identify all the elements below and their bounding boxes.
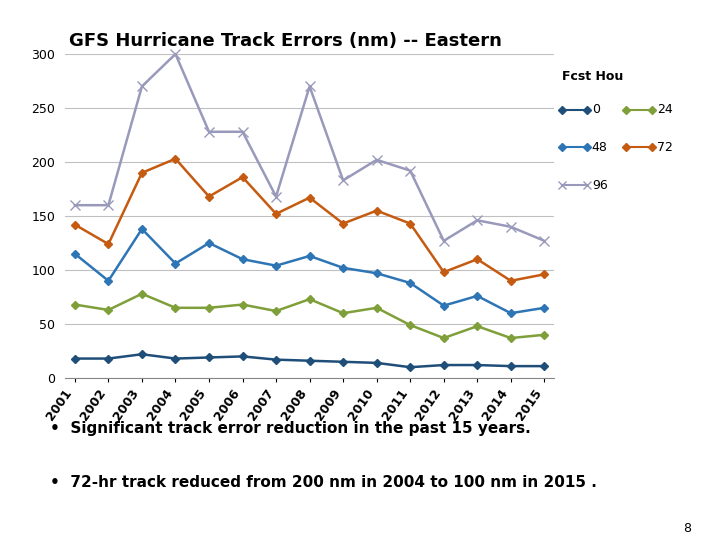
24: [439, 335, 448, 341]
96: [204, 129, 213, 135]
Text: •  Significant track error reduction in the past 15 years.: • Significant track error reduction in t…: [50, 421, 531, 436]
24: [406, 322, 415, 328]
Text: •  72-hr track reduced from 200 nm in 2004 to 100 nm in 2015 .: • 72-hr track reduced from 200 nm in 200…: [50, 475, 598, 490]
96: [171, 51, 180, 57]
0: [305, 357, 314, 364]
72: [506, 278, 515, 284]
48: [171, 260, 180, 267]
96: [104, 202, 113, 208]
48: [372, 270, 381, 276]
96: [339, 177, 348, 184]
0: [204, 354, 213, 361]
Line: 72: 72: [72, 156, 547, 284]
48: [473, 293, 482, 299]
72: [204, 193, 213, 200]
0: [339, 359, 348, 365]
Text: 24: 24: [657, 103, 672, 116]
Line: 96: 96: [70, 49, 549, 246]
24: [238, 301, 247, 308]
0: [238, 353, 247, 360]
96: [439, 238, 448, 244]
96: [271, 193, 280, 200]
0: [104, 355, 113, 362]
24: [171, 305, 180, 311]
96: [138, 83, 146, 90]
96: [305, 83, 314, 90]
48: [238, 256, 247, 262]
48: [71, 251, 79, 257]
0: [406, 364, 415, 370]
96: [71, 202, 79, 208]
96: [506, 224, 515, 230]
0: [439, 362, 448, 368]
48: [506, 310, 515, 316]
Text: Fcst Hou: Fcst Hou: [562, 70, 623, 83]
72: [104, 241, 113, 247]
24: [71, 301, 79, 308]
48: [138, 226, 146, 232]
72: [406, 220, 415, 227]
24: [138, 291, 146, 297]
96: [238, 129, 247, 135]
96: [372, 157, 381, 163]
0: [171, 355, 180, 362]
72: [339, 220, 348, 227]
24: [506, 335, 515, 341]
72: [138, 170, 146, 176]
0: [138, 351, 146, 357]
0: [271, 356, 280, 363]
24: [339, 310, 348, 316]
24: [473, 323, 482, 329]
24: [104, 307, 113, 313]
96: [406, 167, 415, 174]
24: [540, 332, 549, 338]
0: [372, 360, 381, 366]
72: [238, 174, 247, 180]
72: [171, 156, 180, 162]
Text: 48: 48: [592, 141, 608, 154]
48: [540, 305, 549, 311]
72: [540, 271, 549, 278]
0: [540, 363, 549, 369]
Line: 0: 0: [72, 352, 547, 370]
24: [204, 305, 213, 311]
72: [439, 269, 448, 275]
24: [271, 308, 280, 314]
Text: 8: 8: [683, 522, 691, 535]
24: [305, 296, 314, 302]
Line: 24: 24: [72, 291, 547, 341]
72: [473, 256, 482, 262]
Text: 72: 72: [657, 141, 672, 154]
0: [71, 355, 79, 362]
0: [506, 363, 515, 369]
72: [271, 211, 280, 217]
96: [473, 217, 482, 224]
48: [439, 302, 448, 309]
0: [473, 362, 482, 368]
72: [372, 207, 381, 214]
48: [104, 278, 113, 284]
Line: 48: 48: [72, 226, 547, 316]
Text: 0: 0: [592, 103, 600, 116]
96: [540, 238, 549, 244]
72: [305, 194, 314, 201]
48: [305, 253, 314, 259]
48: [204, 240, 213, 246]
Text: 96: 96: [592, 179, 608, 192]
48: [271, 262, 280, 269]
72: [71, 221, 79, 228]
48: [406, 280, 415, 286]
48: [339, 265, 348, 271]
24: [372, 305, 381, 311]
Title: GFS Hurricane Track Errors (nm) -- Eastern: GFS Hurricane Track Errors (nm) -- Easte…: [68, 32, 502, 50]
